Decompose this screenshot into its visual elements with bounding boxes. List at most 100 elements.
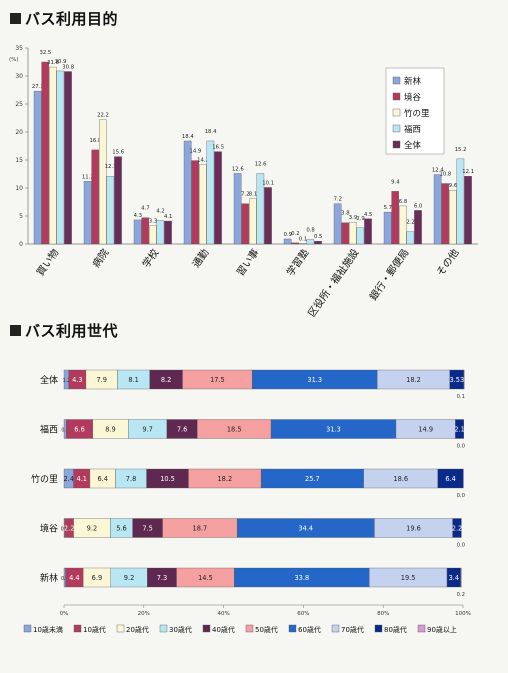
segment-data-label: 8.1: [128, 376, 139, 384]
legend-swatch-50歳代: [245, 624, 254, 633]
segment-90歳以上-新林: [460, 567, 462, 588]
row-label: 全体: [40, 374, 58, 386]
bar-data-label: 12.6: [232, 166, 244, 172]
bar-竹の里-習い事: [249, 198, 257, 245]
bar-data-label: 4.1: [164, 214, 172, 220]
segment-data-label: 7.9: [96, 376, 107, 384]
legend-swatch-90歳以上: [417, 624, 426, 633]
bar-全体-通勤: [214, 151, 222, 245]
category-label: 区役所・福祉施設: [305, 246, 362, 319]
bar-data-label: 3.9: [349, 215, 357, 221]
segment-data-label: 5.6: [116, 524, 127, 532]
bar-data-label: 12.4: [432, 168, 444, 174]
bar-data-label: 14.2: [197, 157, 209, 163]
bar-data-label: 16.5: [212, 145, 224, 151]
segment-data-label: 7.8: [126, 475, 137, 483]
y-tick-label: 25: [15, 101, 23, 108]
bar-竹の里-学習塾: [299, 243, 307, 245]
category-label: 学校: [139, 246, 161, 270]
bar-新林-習い事: [233, 173, 242, 245]
segment-data-label: 3.4: [449, 574, 460, 582]
y-tick-label: 35: [15, 45, 23, 52]
legend-label: 30歳代: [169, 625, 192, 634]
segment-data-label: 7.5: [142, 524, 153, 532]
segment-data-label: 18.6: [393, 475, 408, 483]
segment-data-label: 18.2: [406, 376, 421, 384]
bar-data-label: 32.5: [40, 50, 52, 56]
row-end-label: 0.0: [457, 543, 466, 549]
bar-福西-習い事: [256, 173, 265, 245]
bar-data-label: 12.1: [105, 164, 117, 170]
legend-label: 80歳代: [384, 625, 407, 634]
bar-竹の里-銀行・郵便局: [399, 205, 407, 245]
bar-竹の里-通勤: [199, 164, 207, 245]
segment-data-label: 18.5: [227, 425, 242, 433]
segment-data-label: 14.9: [418, 425, 433, 433]
bar-data-label: 0.8: [306, 228, 315, 234]
y-unit-label: (%): [9, 57, 19, 63]
bar-data-label: 9.6: [449, 183, 458, 189]
generation-title-text: バス利用世代: [25, 322, 119, 340]
y-tick-label: 30: [15, 73, 23, 80]
legend-swatch-境谷: [392, 92, 401, 101]
legend-label: 10歳未満: [33, 625, 63, 634]
bar-全体-その他: [464, 176, 472, 245]
row-label: 竹の里: [31, 473, 58, 485]
bar-data-label: 5.7: [384, 205, 392, 211]
bar-竹の里-学校: [149, 225, 157, 245]
legend-label: 40歳代: [212, 625, 235, 634]
bar-全体-学習塾: [314, 241, 322, 245]
bar-新林-学習塾: [283, 238, 292, 245]
bar-全体-買い物: [64, 71, 72, 245]
bar-境谷-学習塾: [291, 242, 299, 245]
segment-data-label: 9.2: [124, 574, 135, 582]
legend-swatch-新林: [392, 76, 401, 85]
bar-全体-病院: [114, 156, 122, 245]
bar-data-label: 22.2: [97, 113, 109, 119]
category-label: その他: [434, 246, 462, 278]
category-label: 習い事: [234, 246, 262, 278]
segment-data-label: 6.9: [92, 574, 103, 582]
y-tick-label: 5: [19, 213, 23, 220]
bar-data-label: 7.2: [334, 197, 342, 203]
bar-data-label: 15.6: [112, 150, 124, 156]
legend-label: 全体: [404, 140, 422, 151]
legend-swatch-80歳代: [374, 624, 383, 633]
segment-data-label: 33.8: [294, 574, 309, 582]
legend-label: 90歳以上: [427, 625, 457, 634]
segment-data-label: 8.2: [161, 376, 172, 384]
row-end-label: 0.0: [457, 444, 466, 450]
legend-swatch-70歳代: [331, 624, 340, 633]
bar-境谷-その他: [441, 183, 449, 245]
segment-data-label: 1.2: [63, 378, 71, 384]
segment-data-label: 9.2: [87, 524, 98, 532]
bar-data-label: 2.2: [406, 220, 414, 226]
bar-全体-習い事: [264, 187, 272, 245]
segment-data-label: 0.4: [61, 576, 69, 582]
segment-data-label: 7.3: [157, 574, 168, 582]
segment-data-label: 19.6: [406, 524, 421, 532]
bar-竹の里-その他: [449, 190, 457, 245]
segment-data-label: 2.4: [64, 475, 75, 483]
legend-label: 境谷: [404, 92, 422, 103]
segment-data-label: 34.4: [298, 524, 313, 532]
bar-全体-銀行・郵便局: [414, 210, 422, 245]
title-square-icon: [10, 325, 21, 336]
category-label: 買い物: [34, 246, 62, 278]
bar-境谷-病院: [91, 149, 99, 245]
legend-label: 竹の里: [404, 108, 430, 119]
bar-data-label: 6.8: [399, 199, 408, 205]
bar-data-label: 3.3: [149, 219, 157, 225]
bar-data-label: 7.2: [241, 192, 249, 198]
row-end-label: 0.1: [457, 394, 465, 400]
bar-data-label: 4.7: [141, 206, 149, 212]
segment-data-label: 7.6: [177, 425, 188, 433]
y-tick-label: 0: [19, 241, 23, 248]
bar-新林-区役所・福祉施設: [333, 203, 342, 245]
segment-data-label: 6.4: [445, 475, 456, 483]
legend-swatch-20歳代: [116, 624, 125, 633]
legend-label: 70歳代: [341, 625, 364, 634]
legend-label: 新林: [404, 76, 422, 87]
segment-80歳代-福西: [455, 419, 464, 439]
